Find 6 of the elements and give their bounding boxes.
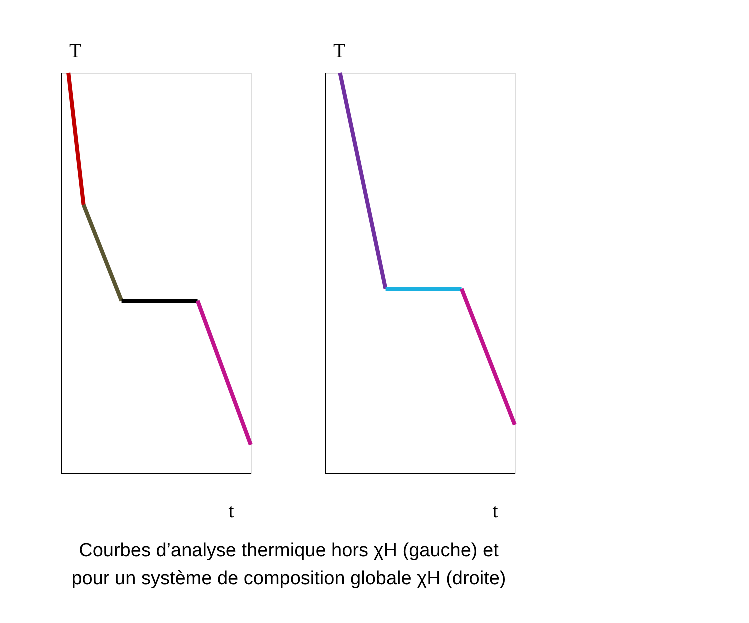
x-axis-title: t (228, 500, 235, 522)
text: pour un système de composition globale χH (droite) (72, 568, 506, 590)
y-axis-title: T (70, 40, 82, 62)
x-axis-title: t (492, 500, 499, 522)
text: Courbes d’analyse thermique hors χH (gauche) et (79, 540, 500, 562)
y-axis-title: T (334, 40, 346, 62)
